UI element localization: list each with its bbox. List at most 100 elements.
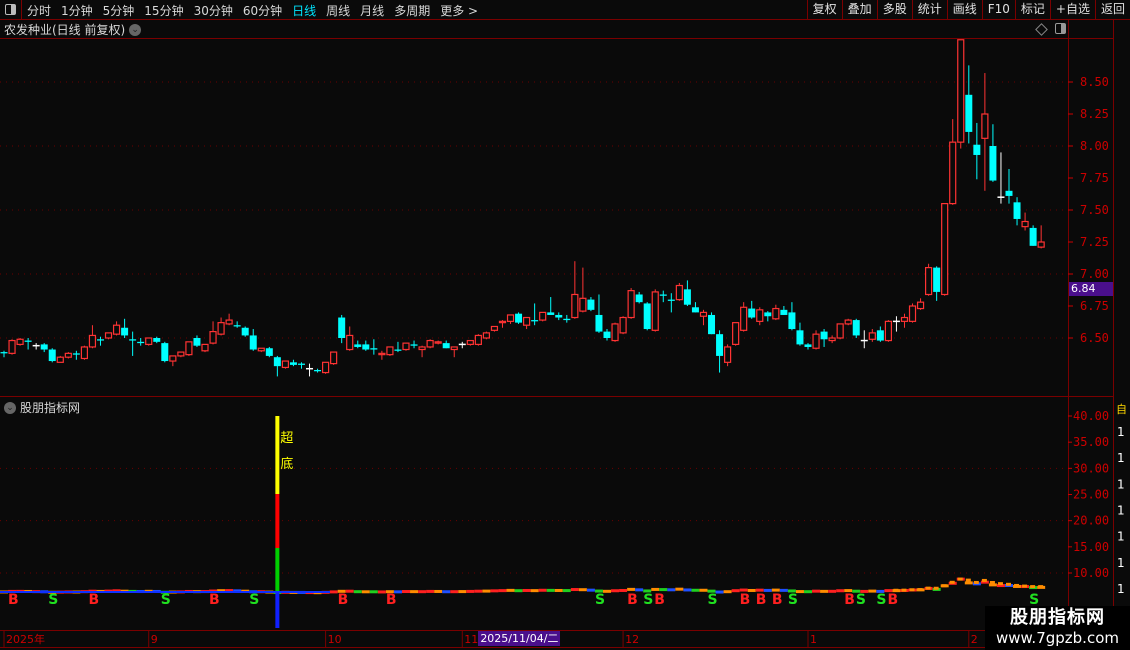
indicator-bar [731,589,740,593]
toolbar-button[interactable]: 返回 [1094,0,1130,19]
toolbar-button[interactable]: F10 [981,0,1015,19]
signal-bar-blue [275,592,280,628]
indicator-bar [683,588,692,592]
panel-toggle-icon[interactable] [0,0,22,19]
toolbar-button[interactable]: 统计 [911,0,947,19]
side-digit: 1 [1117,504,1125,518]
indicator-bar [402,590,410,594]
period-tab[interactable]: 更多 > [440,4,479,18]
candle-down [354,344,362,347]
candle-up [740,306,748,331]
period-tab[interactable]: 月线 [360,4,385,18]
indicator-bar [466,589,475,593]
candle-down [852,320,860,336]
toolbar-button[interactable]: 标记 [1014,0,1050,19]
indicator-bar [611,589,620,593]
candle-up [699,311,708,317]
candle-up [868,332,876,340]
indicator-bar [1022,584,1028,588]
indicator-bar [747,588,756,592]
signal-bar-green [275,548,280,592]
candle-up [201,343,209,352]
indicator-bar [949,580,955,584]
indicator-bar [941,584,947,588]
candle-up [490,325,499,331]
indicator-bar [964,581,973,585]
indicator-bar [787,589,796,593]
indicator-bar [893,588,899,592]
period-tab[interactable]: 多周期 [394,4,431,18]
candle-up [651,291,659,331]
candle-up [611,323,619,342]
indicator-bar [361,590,370,594]
period-tab[interactable]: 分时 [27,4,52,18]
signal-bar-yellow [275,416,280,494]
indicator-bar [434,589,443,593]
main-chart-header: 农发种业(日线 前复权) ⌄ [4,21,142,38]
side-panel-tab[interactable]: 自 [1116,403,1127,416]
panel-layout-icon[interactable] [1055,23,1066,34]
candle-up [908,305,917,322]
candle-down [362,344,370,350]
toolbar-button[interactable]: 复权 [806,0,842,19]
period-tab[interactable]: 5分钟 [102,4,135,18]
buy-signal: B [627,592,638,608]
candle-down [876,330,884,341]
indicator-bar [594,589,603,593]
sell-signal: S [708,592,718,608]
indicator-bar [538,588,547,592]
indicator-bar [514,589,523,593]
period-tab[interactable]: 周线 [326,4,351,18]
candle-down [965,94,973,132]
toolbar-button[interactable]: +自选 [1049,0,1095,19]
chevron-down-icon[interactable]: ⌄ [129,23,142,36]
period-tab[interactable]: 60分钟 [242,4,283,18]
indicator-title: 股朋指标网 [20,401,81,415]
toolbar-button[interactable]: 叠加 [841,0,877,19]
candle-down [547,312,555,315]
top-toolbar: 分时 1分钟 5分钟 15分钟 30分钟 60分钟 日线 周线 月线 多周期 更多 > 复权 叠加 多股… [0,0,1130,20]
candle-up [772,307,780,320]
indicator-bar [691,588,700,592]
indicator-bar [917,588,923,592]
candle-up [346,334,354,351]
period-tab[interactable]: 30分钟 [193,4,233,18]
price-axis-label: 7.50 [1080,203,1109,217]
candle-up [828,337,836,342]
indicator-bar [707,589,716,593]
toolbar-button[interactable]: 画线 [946,0,982,19]
period-tab[interactable]: 日线 [292,4,317,18]
candle-down [193,338,201,346]
indicator-bar [619,588,628,592]
indicator-bar [981,578,987,582]
indicator-bar [225,589,234,593]
price-axis-label: 8.25 [1080,107,1109,121]
toolbar-button[interactable]: 多股 [876,0,912,19]
indicator-bar [1030,585,1036,589]
candle-down [515,313,523,323]
price-axis-label: 7.00 [1080,267,1109,281]
indicator-axis-label: 15.00 [1073,540,1109,554]
candle-up [386,346,394,356]
indicator-axis-label: 35.00 [1073,435,1109,449]
chevron-down-icon[interactable]: ⌄ [4,401,16,414]
candle-up [64,352,72,358]
period-tab[interactable]: 1分钟 [61,4,93,18]
candle-up [145,337,153,346]
candle-down [788,312,796,330]
indicator-bar [498,589,507,593]
candle-down [24,340,32,342]
candle-up [579,297,587,312]
candle-down [691,307,699,313]
period-tab[interactable]: 15分钟 [144,4,184,18]
candle-down [96,339,104,341]
candle-up [426,339,434,348]
candle-up [322,361,330,374]
indicator-bar [450,590,459,594]
side-digit: 1 [1117,556,1125,570]
candle-up [836,323,844,339]
watermark-url: www.7gpzb.com [996,629,1119,647]
candle-up [756,309,764,322]
side-panel[interactable] [1113,20,1130,648]
